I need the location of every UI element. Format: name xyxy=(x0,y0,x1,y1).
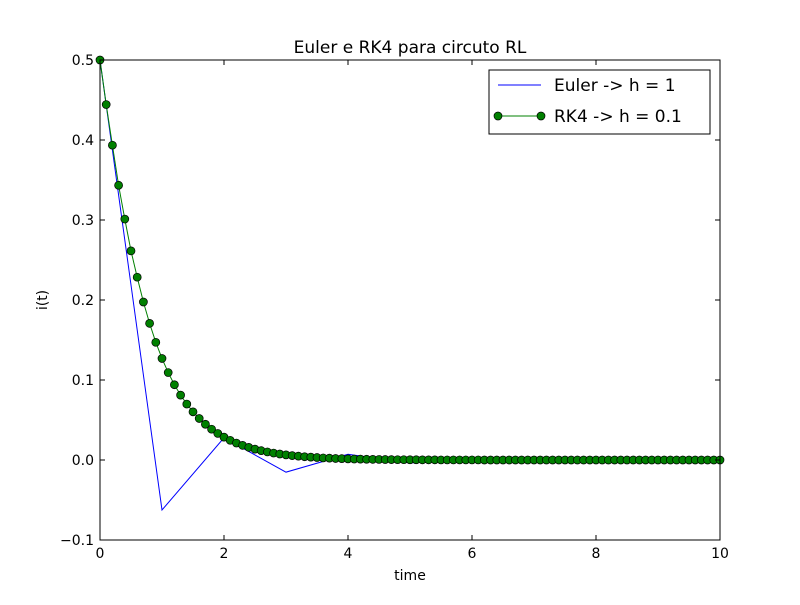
x-tick-label: 4 xyxy=(344,546,353,562)
rk4-point xyxy=(188,407,198,417)
rk4-point xyxy=(139,297,148,307)
plot-data xyxy=(95,55,725,512)
x-tick-label: 10 xyxy=(711,546,729,562)
x-tick-label: 0 xyxy=(96,546,105,562)
rk4-point xyxy=(176,390,185,400)
y-tick-label: −0.1 xyxy=(60,533,94,549)
y-tick-label: 0.3 xyxy=(72,213,94,229)
rk4-point xyxy=(207,424,216,434)
y-axis-label: i(t) xyxy=(35,290,51,310)
rk4-point xyxy=(114,180,123,190)
rk4-point xyxy=(194,414,204,423)
rk4-point xyxy=(151,337,161,347)
y-tick-label: 0.2 xyxy=(72,293,94,309)
y-tick-label: 0.0 xyxy=(72,453,94,469)
legend-marker-rk4-right xyxy=(536,111,546,121)
rk4-point xyxy=(182,399,192,409)
legend-box xyxy=(488,69,711,135)
y-tick-label: 0.1 xyxy=(72,373,94,389)
y-tick-label: 0.4 xyxy=(72,133,94,149)
x-tick-label: 8 xyxy=(592,546,601,562)
rk4-point xyxy=(132,272,142,282)
rk4-point xyxy=(126,246,136,256)
chart-title: Euler e RK4 para circuto RL xyxy=(294,38,527,58)
legend-label-euler: Euler -> h = 1 xyxy=(554,76,676,96)
rk4-point xyxy=(108,140,117,150)
rk4-point xyxy=(163,368,173,377)
x-tick-label: 6 xyxy=(468,546,477,562)
rk4-point xyxy=(170,380,179,390)
legend-label-rk4: RK4 -> h = 0.1 xyxy=(554,107,682,127)
axis-ticks: 0 2 4 6 8 10 −0.1 0.0 0.1 0.2 0.3 0.4 0.5 xyxy=(60,53,729,562)
x-axis-label: time xyxy=(394,568,426,584)
rk4-point xyxy=(157,354,167,363)
y-tick-label: 0.5 xyxy=(72,53,94,69)
legend-marker-rk4-left xyxy=(493,111,503,121)
legend: Euler -> h = 1 RK4 -> h = 0.1 xyxy=(488,69,711,135)
rk4-point xyxy=(145,319,154,328)
rk4-point xyxy=(201,419,210,429)
x-tick-label: 2 xyxy=(220,546,229,562)
rk4-point xyxy=(101,100,111,109)
rk4-point xyxy=(120,214,130,224)
